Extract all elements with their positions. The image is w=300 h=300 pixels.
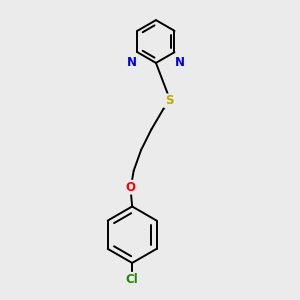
Text: O: O	[126, 181, 136, 194]
Text: Cl: Cl	[126, 273, 139, 286]
Text: S: S	[165, 94, 174, 107]
Text: N: N	[175, 56, 185, 69]
Text: N: N	[127, 56, 137, 69]
